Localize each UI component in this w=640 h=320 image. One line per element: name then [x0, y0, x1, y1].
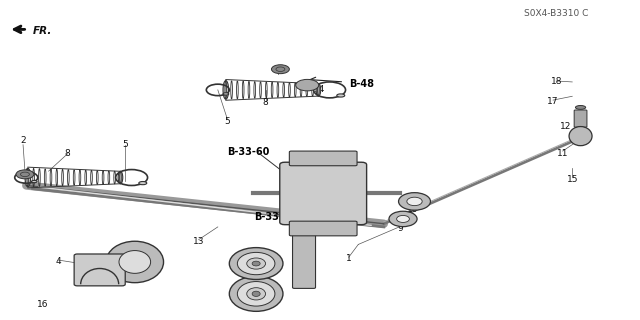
Ellipse shape	[118, 171, 123, 184]
Text: 2: 2	[276, 66, 282, 75]
Ellipse shape	[223, 81, 228, 99]
Text: 8: 8	[263, 98, 269, 107]
Ellipse shape	[252, 291, 260, 296]
FancyBboxPatch shape	[574, 110, 587, 127]
Ellipse shape	[31, 180, 37, 183]
Ellipse shape	[252, 261, 260, 266]
Text: 1: 1	[346, 254, 351, 263]
Text: 18: 18	[550, 77, 562, 86]
Text: B-33-60: B-33-60	[227, 147, 270, 157]
Ellipse shape	[237, 282, 275, 306]
Ellipse shape	[139, 181, 147, 185]
Text: 12: 12	[560, 122, 572, 131]
Ellipse shape	[569, 126, 592, 146]
Ellipse shape	[575, 106, 586, 109]
Text: 14: 14	[314, 85, 326, 94]
Text: B-33-60: B-33-60	[254, 212, 296, 222]
FancyBboxPatch shape	[289, 221, 357, 236]
Text: 15: 15	[566, 175, 578, 184]
Text: 13: 13	[193, 237, 204, 246]
Ellipse shape	[407, 197, 422, 206]
Text: 7: 7	[244, 262, 250, 271]
Text: 9: 9	[397, 224, 403, 233]
FancyBboxPatch shape	[292, 229, 316, 288]
Text: 6: 6	[250, 294, 256, 303]
Ellipse shape	[389, 211, 417, 227]
Circle shape	[271, 65, 289, 74]
Text: 5: 5	[225, 117, 230, 126]
FancyBboxPatch shape	[289, 151, 357, 166]
Ellipse shape	[237, 252, 275, 275]
FancyBboxPatch shape	[74, 254, 125, 286]
Ellipse shape	[223, 93, 228, 95]
FancyBboxPatch shape	[280, 162, 367, 225]
Ellipse shape	[296, 79, 319, 91]
Text: S0X4-B3310 C: S0X4-B3310 C	[524, 9, 588, 18]
Text: 5: 5	[122, 140, 128, 148]
Circle shape	[16, 170, 34, 179]
Text: 17: 17	[547, 97, 559, 106]
Ellipse shape	[229, 248, 283, 279]
Text: FR.: FR.	[33, 26, 52, 36]
Text: 2: 2	[20, 136, 26, 145]
Text: B-48: B-48	[349, 78, 374, 89]
Ellipse shape	[397, 215, 410, 222]
Text: 16: 16	[36, 300, 48, 309]
Text: 8: 8	[65, 149, 70, 158]
Ellipse shape	[247, 288, 266, 300]
Ellipse shape	[316, 84, 321, 96]
Ellipse shape	[247, 258, 266, 269]
Text: 10: 10	[407, 205, 419, 214]
Ellipse shape	[229, 276, 283, 311]
Ellipse shape	[119, 251, 150, 273]
Ellipse shape	[337, 94, 345, 97]
Text: 11: 11	[557, 149, 568, 158]
Ellipse shape	[25, 168, 31, 187]
Ellipse shape	[399, 193, 431, 210]
Text: 3: 3	[135, 270, 141, 279]
Text: 4: 4	[55, 258, 61, 267]
Ellipse shape	[106, 241, 164, 283]
